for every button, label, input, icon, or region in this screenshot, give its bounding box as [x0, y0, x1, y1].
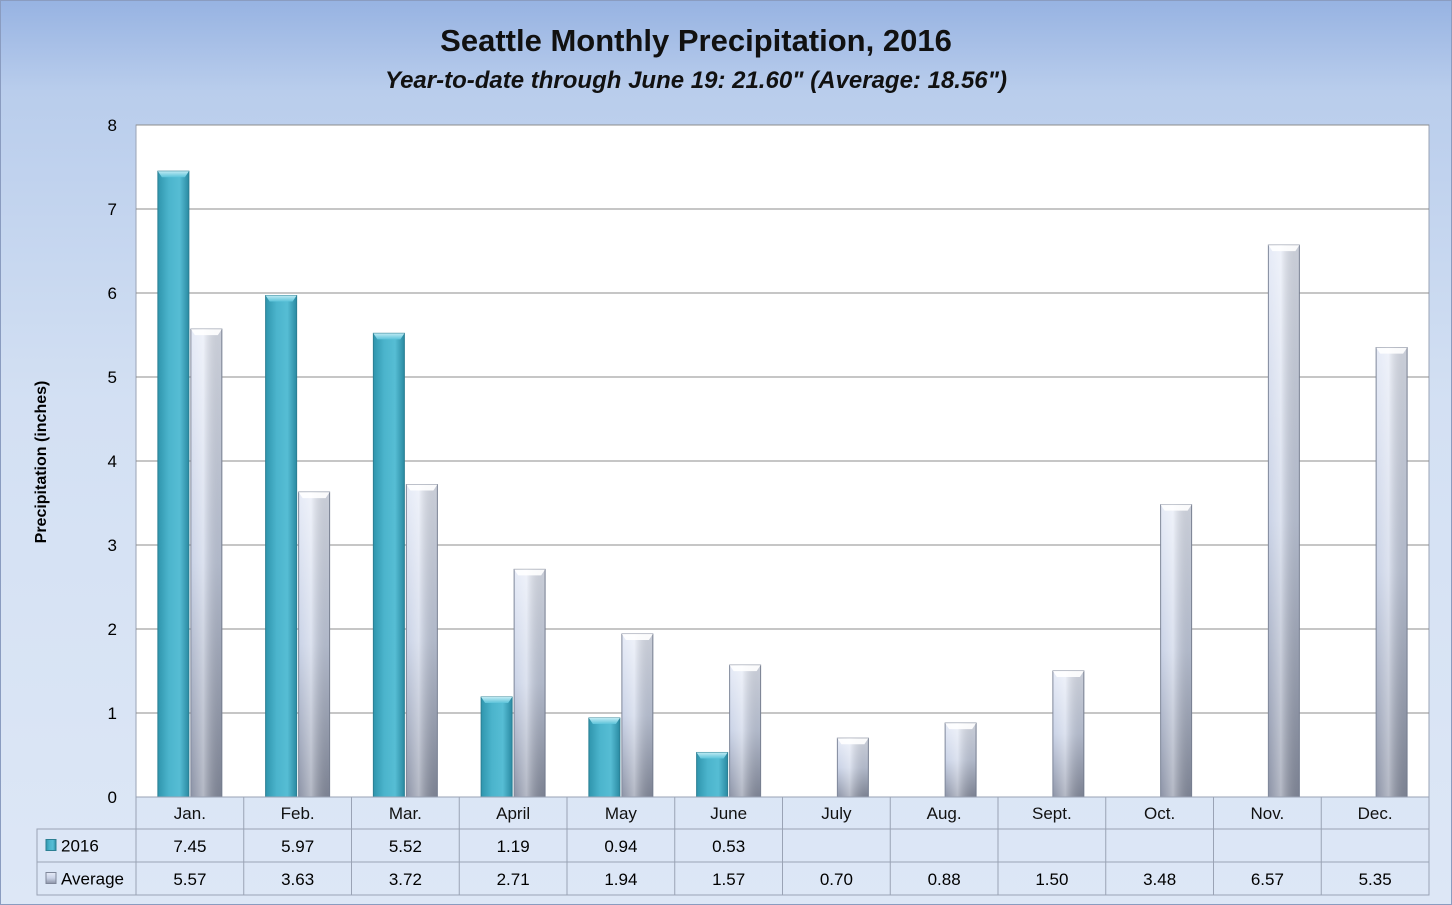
y-tick-label: 8 [108, 116, 117, 135]
x-category-label: Nov. [1251, 804, 1285, 823]
bar-cap-average [406, 484, 438, 491]
bar-shade-average [406, 484, 438, 797]
bar-shade-average [1160, 504, 1192, 797]
legend-key-average [45, 872, 57, 884]
legend-label-2016: 2016 [61, 837, 99, 856]
x-category-label: May [605, 804, 638, 823]
x-category-label: Dec. [1358, 804, 1393, 823]
bar-cap-average [1376, 347, 1408, 354]
y-tick-label: 0 [108, 788, 117, 807]
x-category-label: April [496, 804, 530, 823]
table-cell-2016: 1.19 [497, 837, 530, 856]
table-cell-average: 3.63 [281, 870, 314, 889]
bar-shade-average [190, 329, 222, 797]
x-category-label: Jan. [174, 804, 206, 823]
bar-2016 [157, 170, 190, 798]
bar-cap-2016 [265, 295, 297, 302]
bar-2016 [696, 751, 729, 798]
bar-cap-average [514, 569, 546, 576]
bar-shade-average [298, 492, 330, 797]
x-category-label: July [821, 804, 852, 823]
bar-shade-average [1376, 347, 1408, 797]
table-cell-average: 6.57 [1251, 870, 1284, 889]
x-category-label: June [710, 804, 747, 823]
bar-cap-2016 [373, 333, 405, 340]
table-cell-2016: 0.53 [712, 837, 745, 856]
table-cell-average: 0.70 [820, 870, 853, 889]
y-tick-label: 1 [108, 704, 117, 723]
bar-shade-average [1268, 245, 1300, 797]
bar-2016 [480, 696, 513, 798]
bar-2016 [588, 717, 621, 798]
y-tick-label: 6 [108, 284, 117, 303]
table-cell-average: 1.50 [1035, 870, 1068, 889]
x-category-label: Sept. [1032, 804, 1072, 823]
bar-shade-average [729, 665, 761, 797]
table-cell-average: 5.35 [1359, 870, 1392, 889]
bar-shade-average [514, 569, 546, 797]
table-cell-average: 2.71 [497, 870, 530, 889]
bar-cap-average [1052, 671, 1084, 677]
bar-cap-average [621, 634, 653, 641]
table-cell-average: 0.88 [928, 870, 961, 889]
bar-cap-2016 [481, 697, 513, 704]
table-cell-average: 3.48 [1143, 870, 1176, 889]
bar-2016 [265, 295, 298, 798]
bar-shade-average [945, 723, 977, 797]
bar-2016 [372, 332, 405, 798]
y-tick-label: 4 [108, 452, 117, 471]
bar-cap-2016 [588, 718, 620, 725]
x-category-label: Oct. [1144, 804, 1175, 823]
bar-cap-average [837, 738, 869, 745]
bar-shade-average [621, 634, 653, 797]
table-cell-average: 3.72 [389, 870, 422, 889]
bar-cap-average [729, 665, 761, 672]
x-category-label: Mar. [389, 804, 422, 823]
bar-cap-average [1160, 504, 1192, 511]
y-tick-label: 5 [108, 368, 117, 387]
table-cell-average: 1.57 [712, 870, 745, 889]
table-cell-average: 1.94 [604, 870, 637, 889]
legend-label-average: Average [61, 870, 124, 889]
y-tick-label: 7 [108, 200, 117, 219]
bar-cap-average [298, 492, 330, 499]
table-cell-2016: 5.97 [281, 837, 314, 856]
bar-shade-average [837, 738, 869, 797]
legend-key-2016 [45, 839, 57, 851]
x-category-label: Aug. [927, 804, 962, 823]
bar-cap-average [1268, 245, 1300, 252]
y-tick-label: 3 [108, 536, 117, 555]
x-category-label: Feb. [281, 804, 315, 823]
chart-subtitle: Year-to-date through June 19: 21.60" (Av… [384, 67, 1008, 94]
table-cell-average: 5.57 [173, 870, 206, 889]
chart-title: Seattle Monthly Precipitation, 2016 [440, 23, 952, 58]
bar-cap-2016 [696, 752, 728, 759]
y-tick-label: 2 [108, 620, 117, 639]
table-cell-2016: 7.45 [173, 837, 206, 856]
bar-shade-average [1052, 671, 1084, 797]
bar-cap-average [190, 329, 222, 336]
table-cell-2016: 5.52 [389, 837, 422, 856]
bar-cap-average [945, 723, 977, 730]
bar-cap-2016 [157, 171, 189, 178]
table-cell-2016: 0.94 [604, 837, 637, 856]
